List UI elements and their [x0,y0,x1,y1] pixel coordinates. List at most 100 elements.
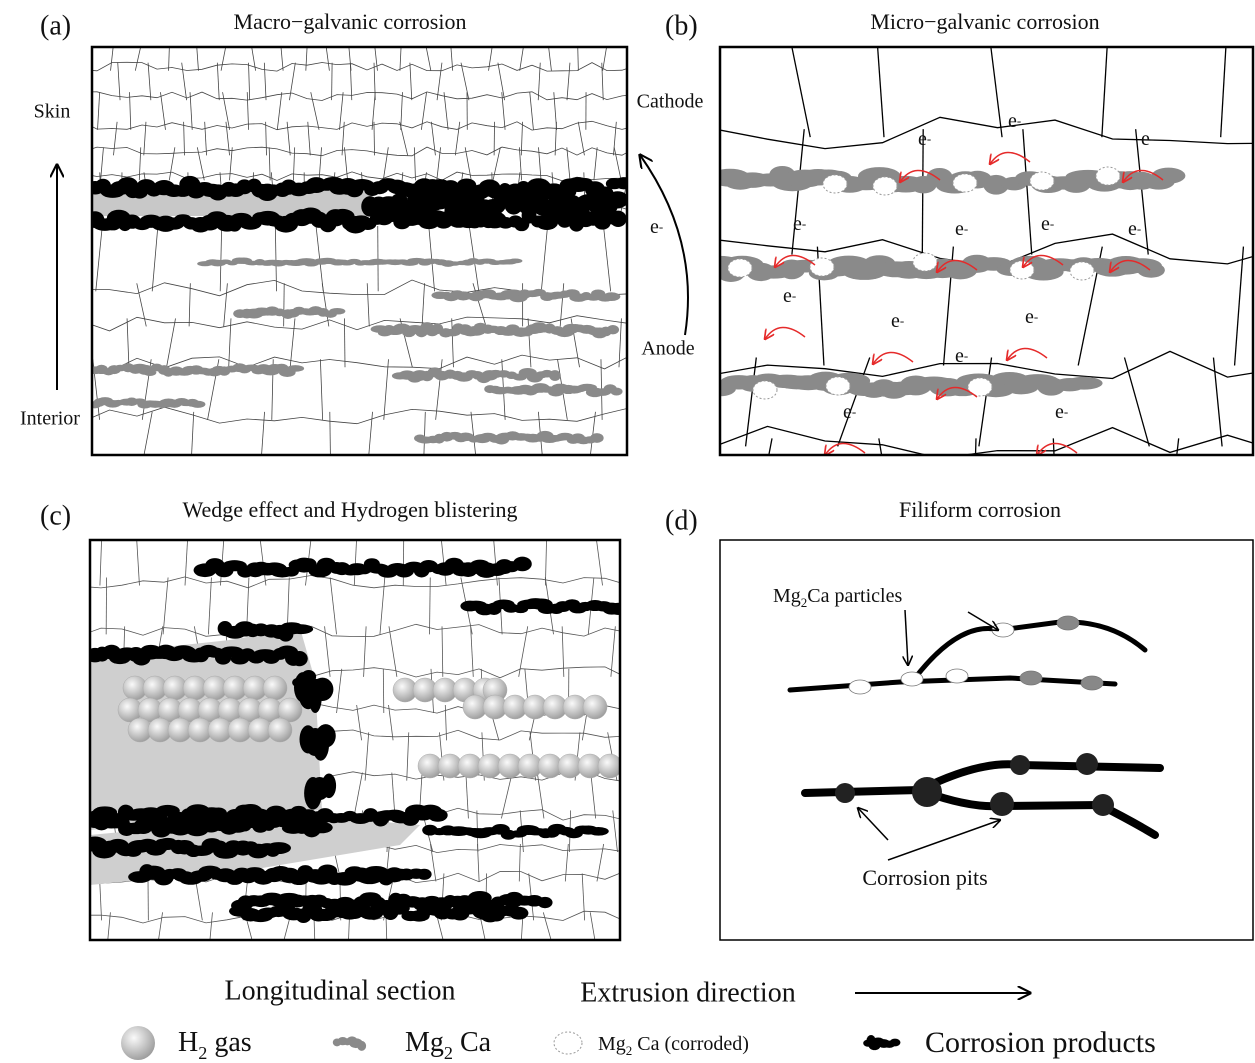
grain-boundary [82,62,652,71]
grain-boundary [1102,43,1108,137]
grain-boundary [1213,358,1222,447]
grain-boundary [249,63,250,100]
panel-b-art [698,43,1255,533]
grain-boundary [380,577,385,634]
grain-boundary [137,283,146,326]
grain-boundary [344,147,347,180]
corrosion-product [322,773,336,798]
corrosion-product [615,177,632,189]
grain-boundary [277,92,281,130]
electron-label: e- [793,213,806,235]
filament [915,622,1145,678]
mg2ca-corroded [873,177,897,195]
corrosion-product [890,1039,901,1047]
grain-boundary [82,147,652,156]
grain-boundary [755,438,772,524]
grain-boundary [357,705,362,740]
h2-bubble [598,754,622,778]
h2-bubble [268,718,292,742]
grain-boundary [594,147,597,180]
panel-title: Macro−galvanic corrosion [234,9,467,34]
corrosion-product [509,907,528,920]
mg2ca-corroded [753,381,777,399]
grain-boundary [477,844,479,881]
grain-boundary [710,426,1255,458]
grain-boundary [1023,129,1032,254]
electron-label: e- [891,310,904,332]
electron-label: e- [843,401,856,423]
grain-boundary [311,92,319,130]
corrosion-pit [1076,753,1098,775]
electron-arrow [825,443,865,455]
grain-boundary [82,471,660,487]
mg2ca-corroded [1096,167,1120,185]
grain-boundary [562,626,564,677]
grain-boundary [320,359,322,420]
grain-boundary [275,226,276,291]
grain-boundary [332,63,333,100]
grain-boundary [160,92,165,130]
text-part: Corrosion products [925,1026,1156,1059]
electron-label: e- [1008,110,1021,132]
pits-label: Corrosion pits [862,865,987,890]
electron-label: e- [918,128,931,150]
mg2ca-particle [1057,616,1079,630]
grain-boundary [383,669,384,713]
filament [925,792,1155,835]
grain-boundary [322,283,329,326]
grain-boundary [139,412,153,484]
electron-label: e- [1041,213,1054,235]
supscript: - [964,221,968,236]
grain-boundary [442,626,443,677]
grain-boundary [167,318,176,367]
grain-boundary [157,912,163,950]
subscript: 2 [444,1043,453,1063]
text-part: e [955,345,964,367]
grain-boundary [567,63,570,100]
grain-boundary [611,626,615,677]
subscript: 2 [198,1043,207,1063]
h2-bubble [263,676,287,700]
grain-boundary [230,147,233,180]
grain-boundary [152,226,158,291]
text-part: e [843,401,852,423]
supscript: - [852,404,856,419]
text-part: e [955,218,964,240]
grain-boundary [578,122,584,156]
grain-boundary [710,117,1255,148]
grain-boundary [264,63,266,100]
supscript: - [1034,309,1038,324]
panel-label: (c) [40,500,71,531]
mg2ca-particle [329,308,345,315]
grain-boundary [308,122,310,156]
grain-boundary [190,92,192,130]
text-part: e [1041,213,1050,235]
grain-boundary [614,147,621,180]
mg2ca-particle [287,365,304,372]
grain-boundary [208,577,211,634]
grain-boundary [591,773,596,819]
grain-boundary [471,412,479,484]
mg2ca-particle [357,1041,366,1051]
text-part: Mg [598,1033,626,1055]
skin-label: Skin [34,101,71,123]
grain-boundary [423,412,425,484]
direction-label: Extrusion direction [580,977,795,1008]
corrosion-product [417,869,432,880]
supscript: - [1150,131,1154,146]
electron-arrow [640,155,688,335]
grain-boundary [444,92,448,130]
grain-boundary [266,122,267,156]
mg2ca-corroded [913,253,937,271]
corrosion-product [537,897,552,908]
supscript: - [1064,404,1068,419]
mg2ca-particle [1081,676,1103,690]
grain-boundary [163,577,168,634]
text-part: Mg [405,1027,444,1058]
grain-boundary [82,121,652,130]
legend-corroded [554,1032,582,1054]
electron-label: e- [1055,401,1068,423]
grain-boundary [169,147,175,180]
grain-boundary [613,810,618,852]
legend-label: Mg2 Ca [405,1027,492,1063]
